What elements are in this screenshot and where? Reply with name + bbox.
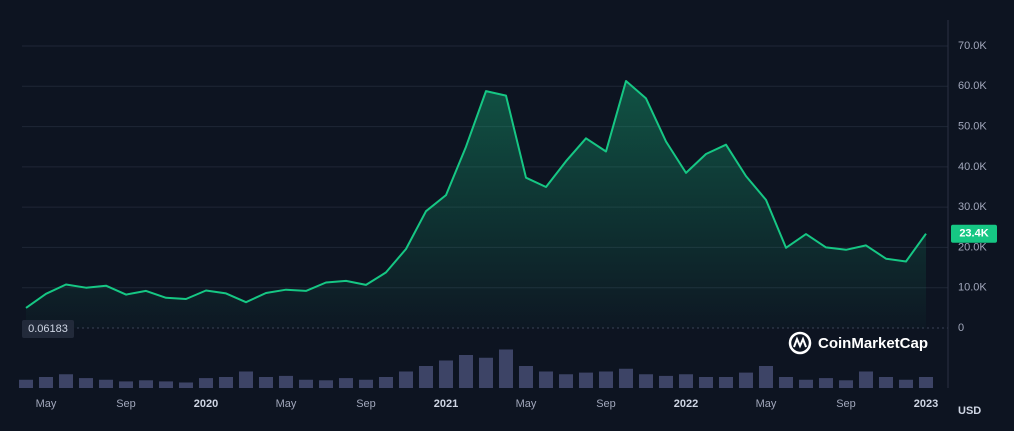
y-tick-label: 30.0K <box>958 201 987 213</box>
volume-bar <box>619 368 633 388</box>
volume-bar <box>799 379 813 388</box>
volume-bar <box>179 382 193 388</box>
volume-bar <box>259 377 273 388</box>
volume-bar <box>119 381 133 388</box>
volume-bar <box>159 381 173 388</box>
volume-bar <box>839 380 853 388</box>
volume-bar <box>359 379 373 388</box>
y-tick-label: 10.0K <box>958 282 987 294</box>
volume-bar <box>79 378 93 388</box>
volume-bar <box>399 371 413 388</box>
brand: CoinMarketCap <box>818 335 928 352</box>
volume-bar <box>299 379 313 388</box>
volume-bar <box>39 377 53 388</box>
low-tag-label: 0.06183 <box>28 323 68 335</box>
volume-bar <box>439 360 453 388</box>
x-tick-label: May <box>516 398 537 410</box>
volume-bar <box>419 366 433 388</box>
price-tag-label: 23.4K <box>959 228 988 240</box>
y-tick-label: 60.0K <box>958 80 987 92</box>
x-tick-label: 2020 <box>194 398 218 410</box>
x-tick-label: Sep <box>356 398 376 410</box>
currency: USD <box>958 405 981 417</box>
volume-bar <box>339 378 353 388</box>
volume-bar <box>539 371 553 388</box>
volume-bar <box>699 377 713 388</box>
volume-bar <box>559 374 573 388</box>
volume-bar <box>239 371 253 388</box>
x-tick-label: 2022 <box>674 398 698 410</box>
volume-bar <box>479 357 493 388</box>
volume-bar <box>719 377 733 388</box>
volume-bar <box>819 378 833 388</box>
volume-bar <box>379 377 393 388</box>
volume-bar <box>759 366 773 388</box>
x-tick-label: May <box>276 398 297 410</box>
volume-bar <box>279 375 293 388</box>
brand-logo <box>788 331 812 355</box>
volume-bar <box>919 377 933 388</box>
volume-bar <box>779 377 793 388</box>
volume-bar <box>319 380 333 388</box>
x-tick-label: Sep <box>596 398 616 410</box>
volume-bar <box>859 371 873 388</box>
volume-bar <box>519 366 533 388</box>
volume-bar <box>679 374 693 388</box>
y-tick-label: 70.0K <box>958 40 987 52</box>
volume-bar <box>599 371 613 388</box>
x-tick-label: 2021 <box>434 398 458 410</box>
low-tag <box>22 320 74 338</box>
volume-bar <box>199 378 213 388</box>
line <box>25 80 927 309</box>
volume-bar <box>459 355 473 388</box>
volume-bar <box>19 379 33 388</box>
volume-bar <box>139 380 153 388</box>
volume-bar <box>899 379 913 388</box>
x-tick-label: May <box>756 398 777 410</box>
y-tick-label: 40.0K <box>958 161 987 173</box>
volume-bar <box>739 372 753 388</box>
x-tick-label: Sep <box>836 398 856 410</box>
y-tick-label: 50.0K <box>958 120 987 132</box>
volume-bar <box>639 374 653 388</box>
volume-bar <box>659 375 673 388</box>
x-tick-label: Sep <box>116 398 136 410</box>
volume-bar <box>579 372 593 388</box>
volume-bar <box>59 374 73 388</box>
x-tick-label: May <box>36 398 57 410</box>
volume-bar <box>499 349 513 388</box>
volume-bar <box>99 379 113 388</box>
y-tick-label: 0 <box>958 322 964 334</box>
price-tag <box>951 224 997 243</box>
volume-bar <box>879 377 893 388</box>
x-tick-label: 2023 <box>914 398 938 410</box>
area <box>26 81 926 328</box>
y-tick-label: 20.0K <box>958 241 987 253</box>
volume-bar <box>219 377 233 388</box>
